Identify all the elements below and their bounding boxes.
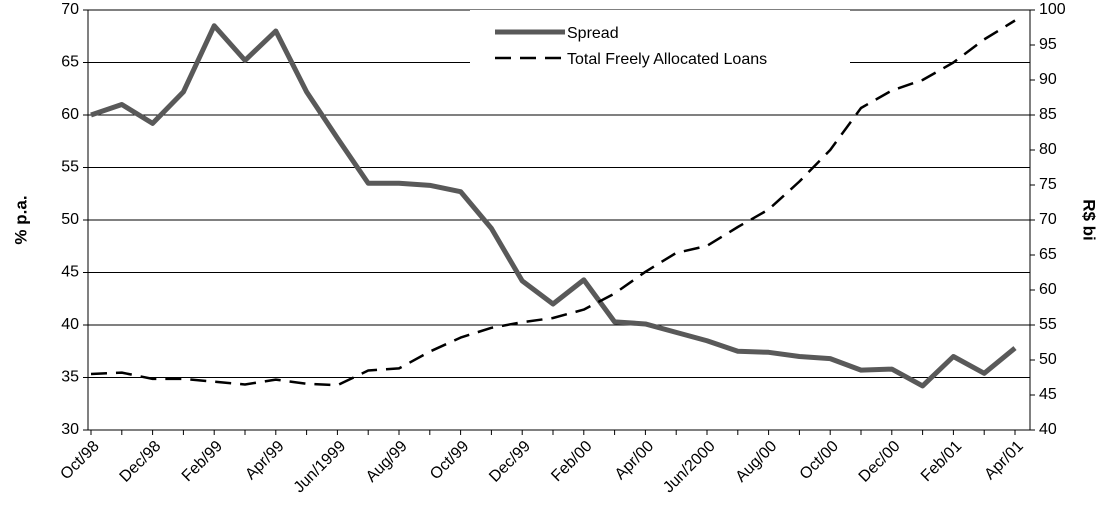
y-tick-label: 50 bbox=[61, 211, 79, 228]
y2-tick-label: 55 bbox=[1039, 316, 1057, 333]
series-line bbox=[90, 19, 1016, 387]
y2-tick-label: 50 bbox=[1039, 351, 1057, 368]
y2-tick-label: 90 bbox=[1039, 71, 1057, 88]
x-tick-label: Feb/99 bbox=[179, 438, 226, 485]
y2-tick-label: 100 bbox=[1039, 1, 1066, 18]
y-tick-label: 35 bbox=[61, 369, 79, 386]
x-tick-label: Dec/99 bbox=[486, 438, 534, 486]
x-tick-label: Oct/98 bbox=[57, 438, 102, 483]
x-tick-label: Jun/1999 bbox=[291, 438, 350, 497]
y-tick-label: 55 bbox=[61, 159, 79, 176]
y2-axis-title: R$ bi bbox=[1080, 199, 1099, 241]
y2-tick-label: 70 bbox=[1039, 211, 1057, 228]
y2-tick-label: 95 bbox=[1039, 36, 1057, 53]
x-tick-label: Dec/00 bbox=[856, 438, 904, 486]
y-tick-label: 60 bbox=[61, 106, 79, 123]
legend-label: Total Freely Allocated Loans bbox=[567, 51, 767, 68]
x-tick-label: Feb/01 bbox=[918, 438, 965, 485]
y2-tick-label: 80 bbox=[1039, 141, 1057, 158]
x-tick-label: Dec/98 bbox=[117, 438, 165, 486]
y-tick-label: 30 bbox=[61, 421, 79, 438]
x-tick-label: Apr/99 bbox=[242, 438, 287, 483]
x-tick-label: Apr/00 bbox=[612, 438, 657, 483]
y-tick-label: 40 bbox=[61, 316, 79, 333]
x-tick-label: Aug/99 bbox=[363, 438, 411, 486]
y2-tick-label: 40 bbox=[1039, 421, 1057, 438]
legend-label: Spread bbox=[567, 25, 619, 42]
y2-tick-label: 60 bbox=[1039, 281, 1057, 298]
y-axis-title: % p.a. bbox=[11, 195, 30, 244]
x-tick-label: Aug/00 bbox=[733, 438, 781, 486]
x-tick-label: Feb/00 bbox=[548, 438, 595, 485]
legend-box bbox=[470, 10, 850, 78]
series-line bbox=[90, 23, 1017, 389]
y-tick-label: 70 bbox=[61, 1, 79, 18]
x-tick-label: Apr/01 bbox=[981, 438, 1026, 483]
x-tick-label: Oct/99 bbox=[427, 438, 472, 483]
y-tick-label: 65 bbox=[61, 54, 79, 71]
x-tick-label: Oct/00 bbox=[797, 438, 842, 483]
y2-tick-label: 65 bbox=[1039, 246, 1057, 263]
y2-tick-label: 85 bbox=[1039, 106, 1057, 123]
x-tick-label: Jun/2000 bbox=[660, 438, 719, 497]
y-tick-label: 45 bbox=[61, 264, 79, 281]
y2-tick-label: 45 bbox=[1039, 386, 1057, 403]
y2-tick-label: 75 bbox=[1039, 176, 1057, 193]
